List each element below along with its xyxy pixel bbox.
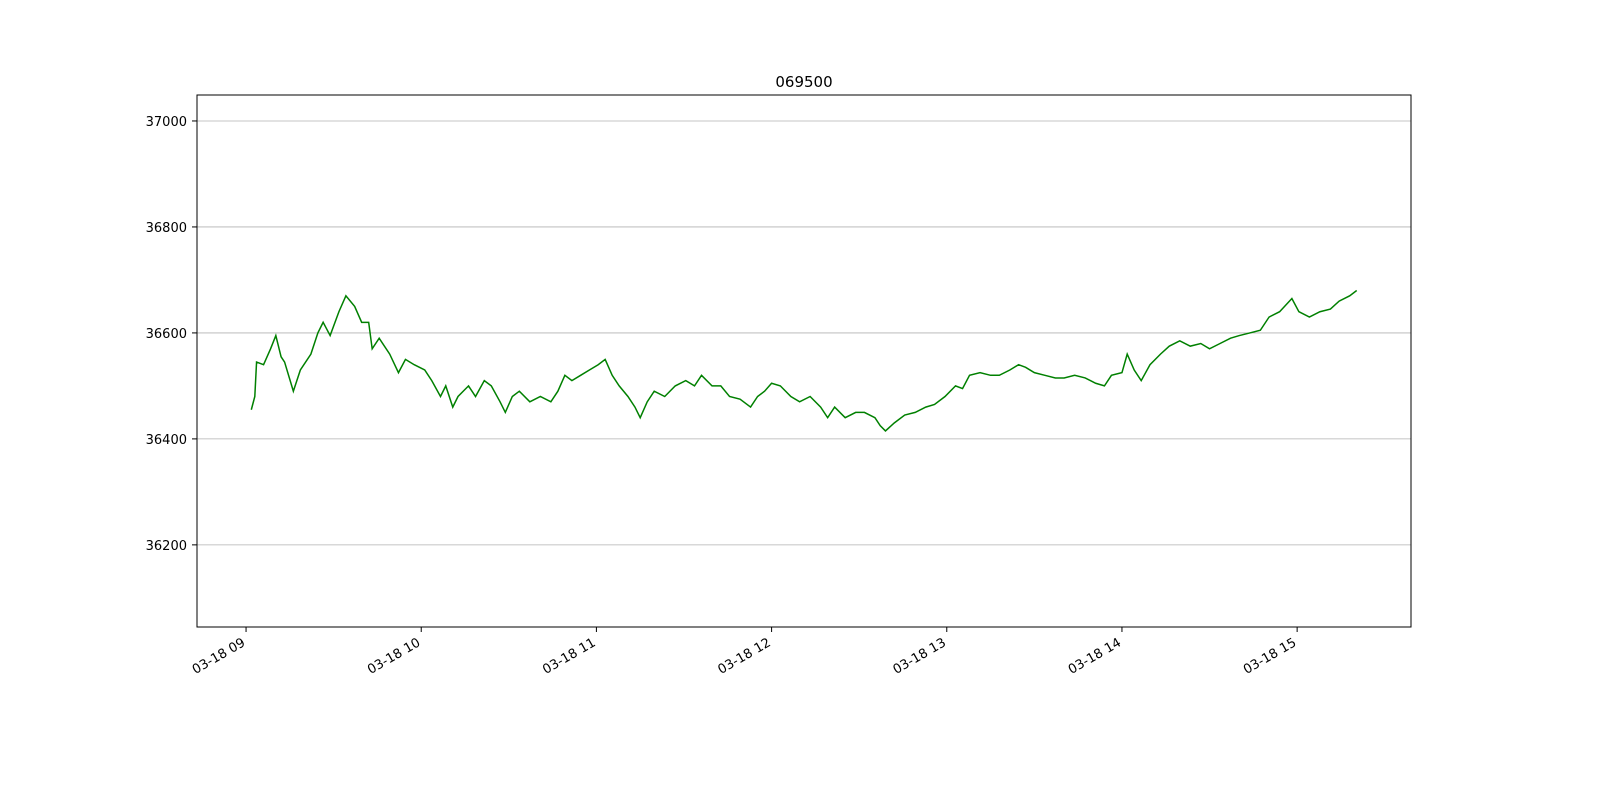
x-tick-label: 03-18 11 [540, 635, 598, 677]
x-tick-label: 03-18 14 [1066, 635, 1124, 677]
y-tick-label: 37000 [146, 115, 187, 130]
y-tick-label: 36200 [146, 539, 187, 554]
x-tick-label: 03-18 13 [891, 635, 949, 677]
y-tick-label: 36800 [146, 221, 187, 236]
line [250, 289, 1358, 432]
x-tick-label: 03-18 10 [365, 635, 423, 677]
y-tick-label: 36600 [146, 327, 187, 342]
x-tick-label: 03-18 12 [715, 635, 773, 677]
plot-frame [196, 94, 1412, 628]
chart-title: 069500 [775, 73, 832, 91]
x-tick-label: 03-18 09 [190, 635, 248, 677]
x-tick-label: 03-18 15 [1241, 635, 1299, 677]
y-tick-label: 36400 [146, 433, 187, 448]
